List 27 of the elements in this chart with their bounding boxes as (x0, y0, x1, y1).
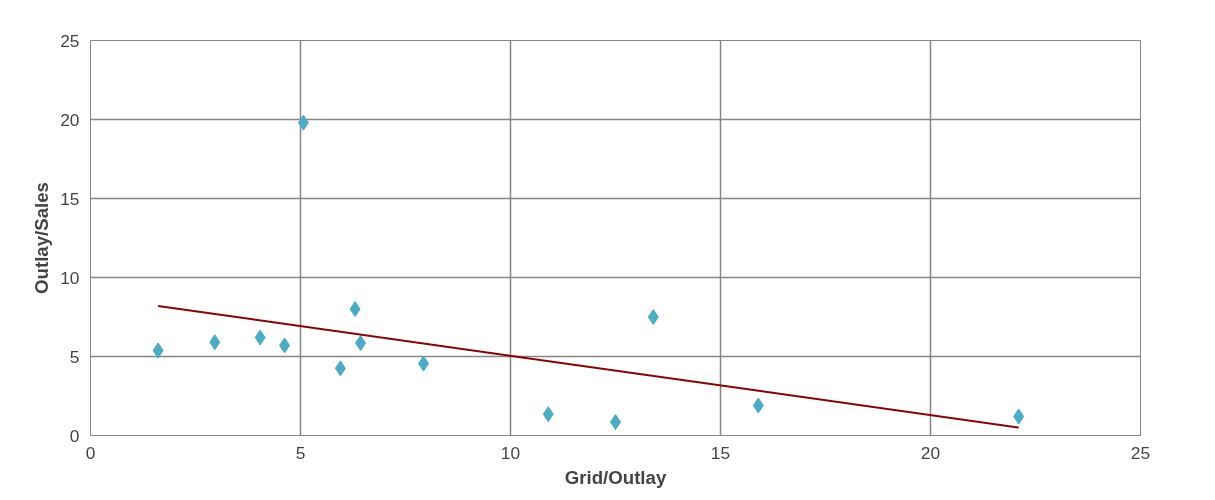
point (752, 397, 764, 414)
x-axis-title: Grid/Outlay (564, 466, 667, 488)
y-tick-label: 15 (60, 188, 80, 209)
point (647, 309, 659, 325)
point (254, 329, 266, 346)
x-tick-label: 15 (710, 442, 731, 463)
x-tick-label: 25 (1130, 442, 1151, 463)
y-tick-label: 20 (60, 109, 80, 130)
y-tick-label: 10 (60, 267, 80, 288)
point (1013, 408, 1025, 425)
y-tick-label: 0 (69, 425, 80, 446)
point (418, 355, 430, 372)
point (542, 406, 554, 423)
point (334, 360, 346, 377)
y-tick-label: 25 (60, 30, 80, 51)
point (152, 342, 164, 359)
point (279, 337, 291, 354)
point (349, 301, 361, 318)
point (297, 114, 309, 131)
x-tick-label: 0 (85, 442, 96, 463)
y-axis-title: Outlay/Sales (31, 182, 53, 294)
y-tick-label: 5 (69, 346, 80, 367)
x-tick-label: 5 (295, 442, 306, 463)
x-tick-label: 10 (500, 442, 521, 463)
point (209, 334, 221, 351)
point (355, 335, 367, 352)
x-tick-label: 20 (920, 442, 941, 463)
